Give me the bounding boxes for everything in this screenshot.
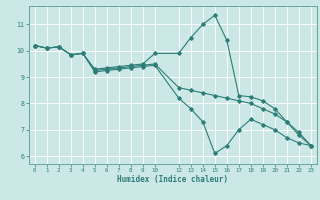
- X-axis label: Humidex (Indice chaleur): Humidex (Indice chaleur): [117, 175, 228, 184]
